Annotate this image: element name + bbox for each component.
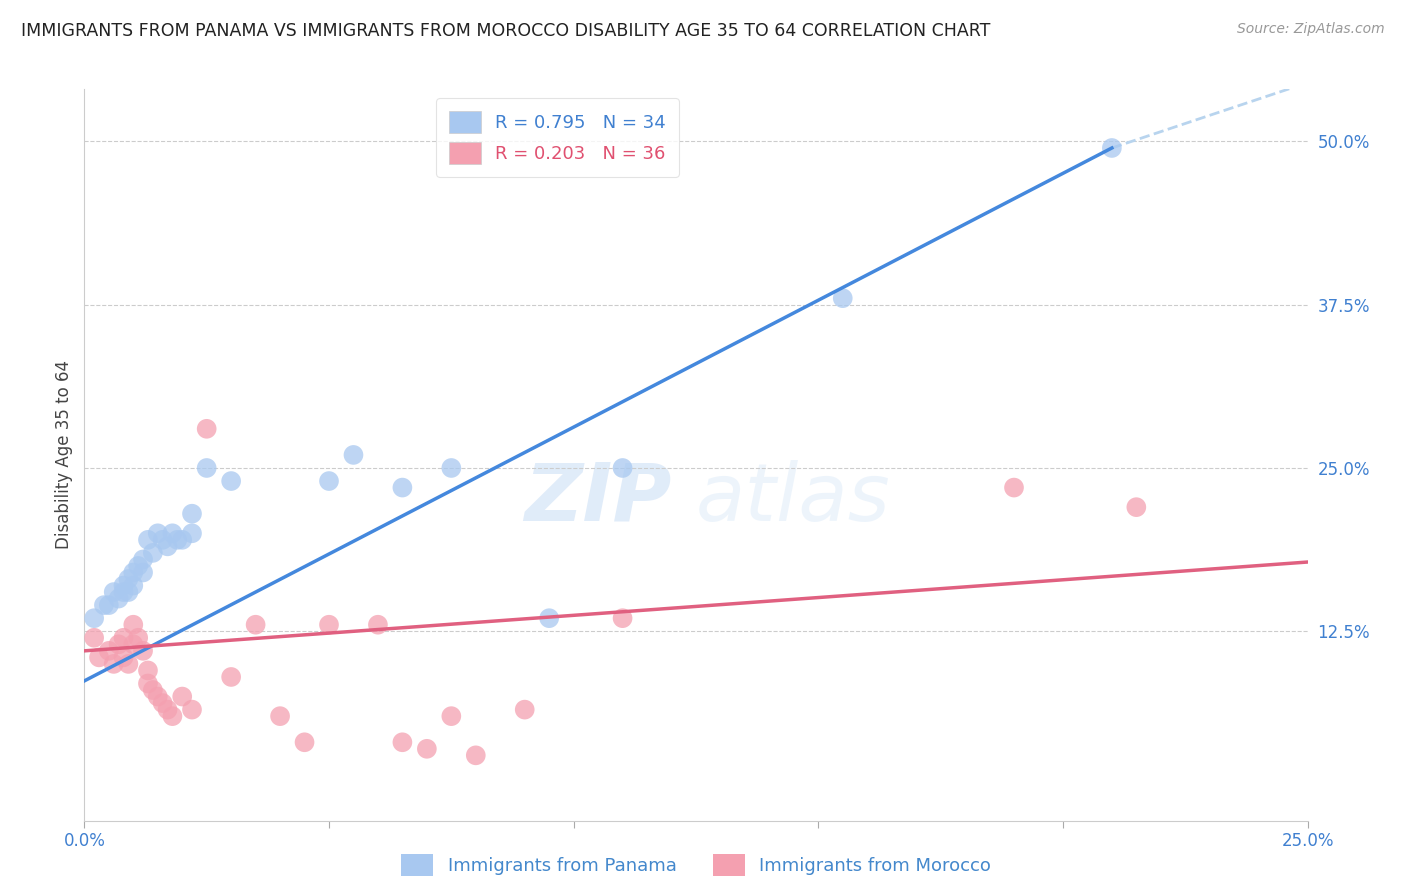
Point <box>136 664 159 678</box>
Point <box>97 644 120 658</box>
Point <box>391 481 413 495</box>
Text: atlas: atlas <box>696 459 891 538</box>
Point <box>367 617 389 632</box>
Point <box>136 676 159 690</box>
Point <box>195 422 218 436</box>
Point <box>107 591 129 606</box>
Point <box>93 598 115 612</box>
Point <box>318 617 340 632</box>
Point <box>219 474 242 488</box>
Point <box>440 709 463 723</box>
Point <box>132 644 155 658</box>
Point <box>294 735 316 749</box>
Point <box>112 631 135 645</box>
Point <box>97 598 120 612</box>
Point <box>152 696 174 710</box>
Point <box>87 650 110 665</box>
Point <box>117 585 139 599</box>
Point <box>127 558 149 573</box>
Point <box>107 637 129 651</box>
Point <box>152 533 174 547</box>
Text: Source: ZipAtlas.com: Source: ZipAtlas.com <box>1237 22 1385 37</box>
Point <box>83 631 105 645</box>
Point <box>103 585 125 599</box>
Point <box>112 585 135 599</box>
Point <box>181 507 204 521</box>
Point <box>269 709 291 723</box>
Point <box>181 703 204 717</box>
Point <box>1101 141 1123 155</box>
Legend: Immigrants from Panama, Immigrants from Morocco: Immigrants from Panama, Immigrants from … <box>391 845 1001 885</box>
Y-axis label: Disability Age 35 to 64: Disability Age 35 to 64 <box>55 360 73 549</box>
Point <box>122 578 145 592</box>
Point <box>172 533 194 547</box>
Point <box>162 709 184 723</box>
Point <box>1125 500 1147 515</box>
Point <box>612 611 634 625</box>
Point <box>122 637 145 651</box>
Point <box>156 539 179 553</box>
Point <box>245 617 267 632</box>
Point <box>538 611 561 625</box>
Point <box>342 448 364 462</box>
Point <box>831 291 853 305</box>
Point <box>172 690 194 704</box>
Point <box>146 526 169 541</box>
Text: IMMIGRANTS FROM PANAMA VS IMMIGRANTS FROM MOROCCO DISABILITY AGE 35 TO 64 CORREL: IMMIGRANTS FROM PANAMA VS IMMIGRANTS FRO… <box>21 22 990 40</box>
Point <box>162 526 184 541</box>
Point <box>156 703 179 717</box>
Point <box>464 748 486 763</box>
Point <box>136 533 159 547</box>
Point <box>391 735 413 749</box>
Point <box>181 526 204 541</box>
Point <box>83 611 105 625</box>
Point <box>103 657 125 671</box>
Point <box>122 617 145 632</box>
Text: ZIP: ZIP <box>524 459 672 538</box>
Point <box>117 572 139 586</box>
Point <box>132 566 155 580</box>
Point <box>132 552 155 566</box>
Point <box>440 461 463 475</box>
Point <box>142 546 165 560</box>
Point <box>195 461 218 475</box>
Point <box>318 474 340 488</box>
Point <box>1002 481 1025 495</box>
Point <box>127 631 149 645</box>
Point <box>219 670 242 684</box>
Point <box>142 683 165 698</box>
Point <box>612 461 634 475</box>
Point <box>416 741 439 756</box>
Point <box>112 578 135 592</box>
Point <box>513 703 536 717</box>
Point <box>117 657 139 671</box>
Point <box>122 566 145 580</box>
Point <box>112 650 135 665</box>
Point <box>146 690 169 704</box>
Point <box>166 533 188 547</box>
